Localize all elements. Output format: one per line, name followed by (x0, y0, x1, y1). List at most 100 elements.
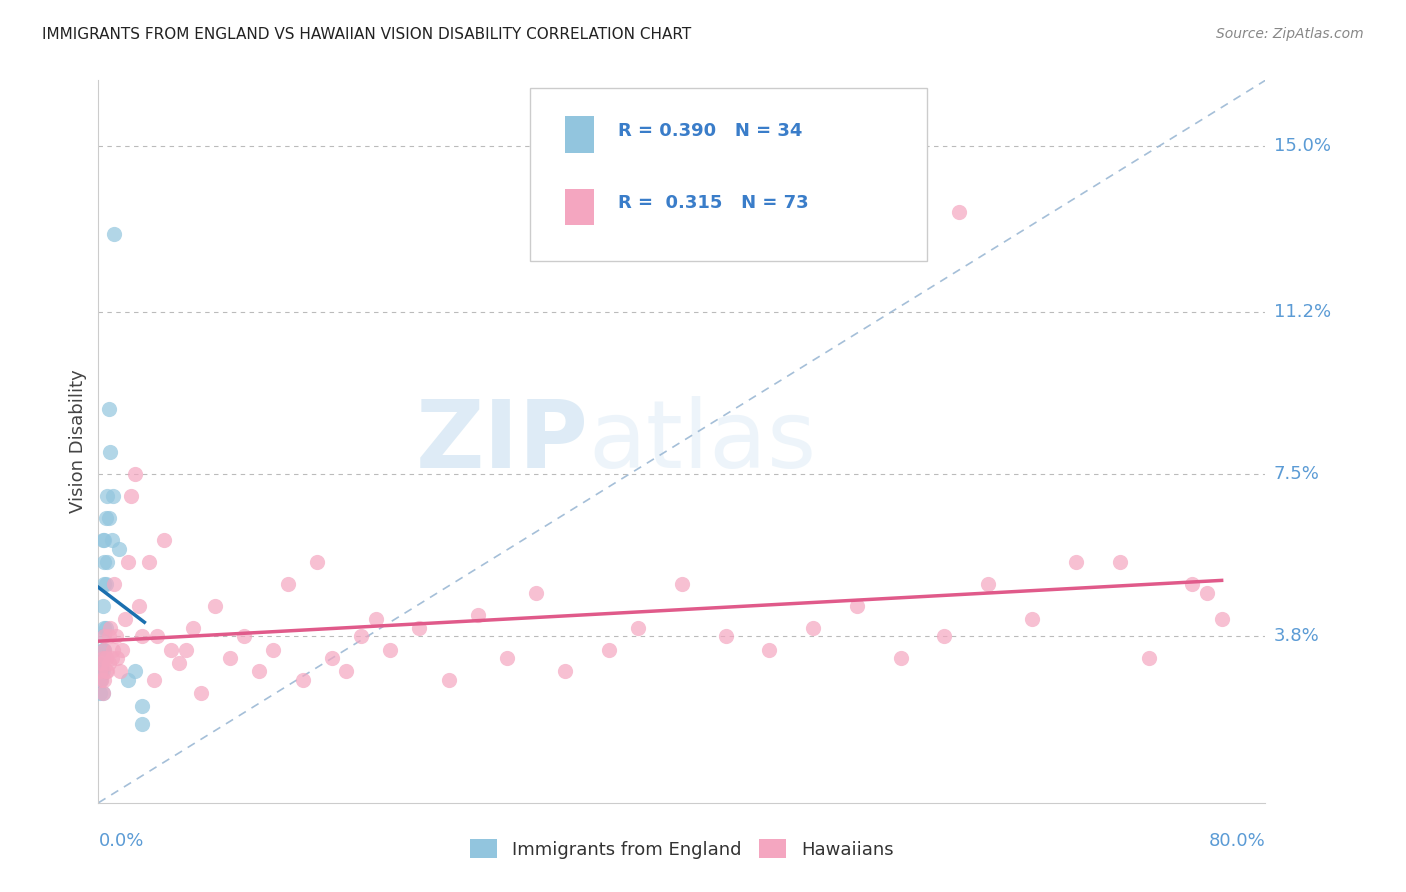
Point (524, 585, 547, 599)
Point (218, 651, 240, 665)
Point (1181, 577, 1204, 591)
Y-axis label: Vision Disability: Vision Disability (69, 369, 87, 514)
Point (91, 533, 114, 547)
Point (91, 642, 114, 657)
Point (100, 533, 122, 547)
Point (1195, 585, 1218, 599)
Text: 80.0%: 80.0% (1209, 831, 1265, 850)
Point (153, 533, 176, 547)
Point (91, 629, 114, 643)
Point (108, 541, 131, 556)
Point (93, 533, 115, 547)
Point (117, 673, 139, 688)
Point (91, 651, 114, 665)
Point (93, 555, 115, 569)
Point (90, 665, 112, 679)
Text: 15.0%: 15.0% (1274, 137, 1330, 155)
Point (131, 717, 153, 731)
FancyBboxPatch shape (565, 117, 595, 153)
Point (93, 629, 115, 643)
Point (90, 665, 112, 679)
Point (554, 665, 576, 679)
Point (977, 577, 1000, 591)
Point (90, 673, 112, 688)
Point (233, 629, 256, 643)
Point (1064, 555, 1087, 569)
Point (91, 651, 114, 665)
Point (131, 699, 153, 714)
Point (97, 629, 120, 643)
Point (93, 642, 115, 657)
Point (131, 629, 153, 643)
Point (96, 555, 118, 569)
Point (307, 555, 329, 569)
Point (846, 599, 869, 613)
Point (380, 642, 402, 657)
Text: 7.5%: 7.5% (1274, 466, 1320, 483)
Text: IMMIGRANTS FROM ENGLAND VS HAWAIIAN VISION DISABILITY CORRELATION CHART: IMMIGRANTS FROM ENGLAND VS HAWAIIAN VISI… (42, 27, 692, 42)
Point (1108, 555, 1130, 569)
Point (110, 665, 132, 679)
Point (181, 621, 204, 635)
Point (89, 673, 111, 688)
Point (291, 673, 314, 688)
Point (94, 511, 117, 525)
Point (91, 599, 114, 613)
Point (97, 401, 120, 416)
Point (124, 665, 146, 679)
Point (598, 642, 620, 657)
Point (437, 673, 460, 688)
Point (496, 651, 519, 665)
Point (90, 656, 112, 670)
Point (89, 686, 111, 700)
Legend: Immigrants from England, Hawaiians: Immigrants from England, Hawaiians (470, 839, 894, 859)
Point (98, 445, 121, 459)
Point (758, 642, 780, 657)
Text: Source: ZipAtlas.com: Source: ZipAtlas.com (1216, 27, 1364, 41)
Point (934, 629, 956, 643)
Point (104, 629, 127, 643)
Point (105, 651, 128, 665)
Point (94, 665, 117, 679)
Point (117, 555, 139, 569)
Text: atlas: atlas (589, 395, 817, 488)
Point (277, 577, 299, 591)
Point (93, 673, 115, 688)
Point (120, 489, 142, 503)
Point (247, 665, 270, 679)
Point (91, 665, 114, 679)
Point (1211, 612, 1233, 626)
Point (321, 651, 343, 665)
Point (204, 599, 226, 613)
Point (90, 656, 112, 670)
Point (90, 673, 112, 688)
Point (91, 686, 114, 700)
Point (146, 629, 169, 643)
Point (1021, 612, 1043, 626)
Point (97, 511, 120, 525)
Text: R =  0.315   N = 73: R = 0.315 N = 73 (617, 194, 808, 212)
Point (350, 629, 373, 643)
Point (364, 612, 387, 626)
Point (124, 467, 146, 482)
FancyBboxPatch shape (565, 189, 595, 225)
Point (98, 621, 121, 635)
Point (111, 642, 134, 657)
Point (714, 629, 737, 643)
Point (142, 673, 165, 688)
Point (94, 577, 117, 591)
Point (100, 651, 122, 665)
Point (101, 642, 124, 657)
Point (408, 621, 430, 635)
Point (93, 577, 115, 591)
Point (103, 227, 125, 241)
Point (948, 204, 970, 219)
Point (101, 489, 124, 503)
Point (93, 621, 115, 635)
Point (96, 489, 118, 503)
Point (671, 577, 693, 591)
Point (128, 599, 150, 613)
Text: 11.2%: 11.2% (1274, 303, 1331, 321)
Point (467, 607, 489, 622)
Point (627, 621, 650, 635)
